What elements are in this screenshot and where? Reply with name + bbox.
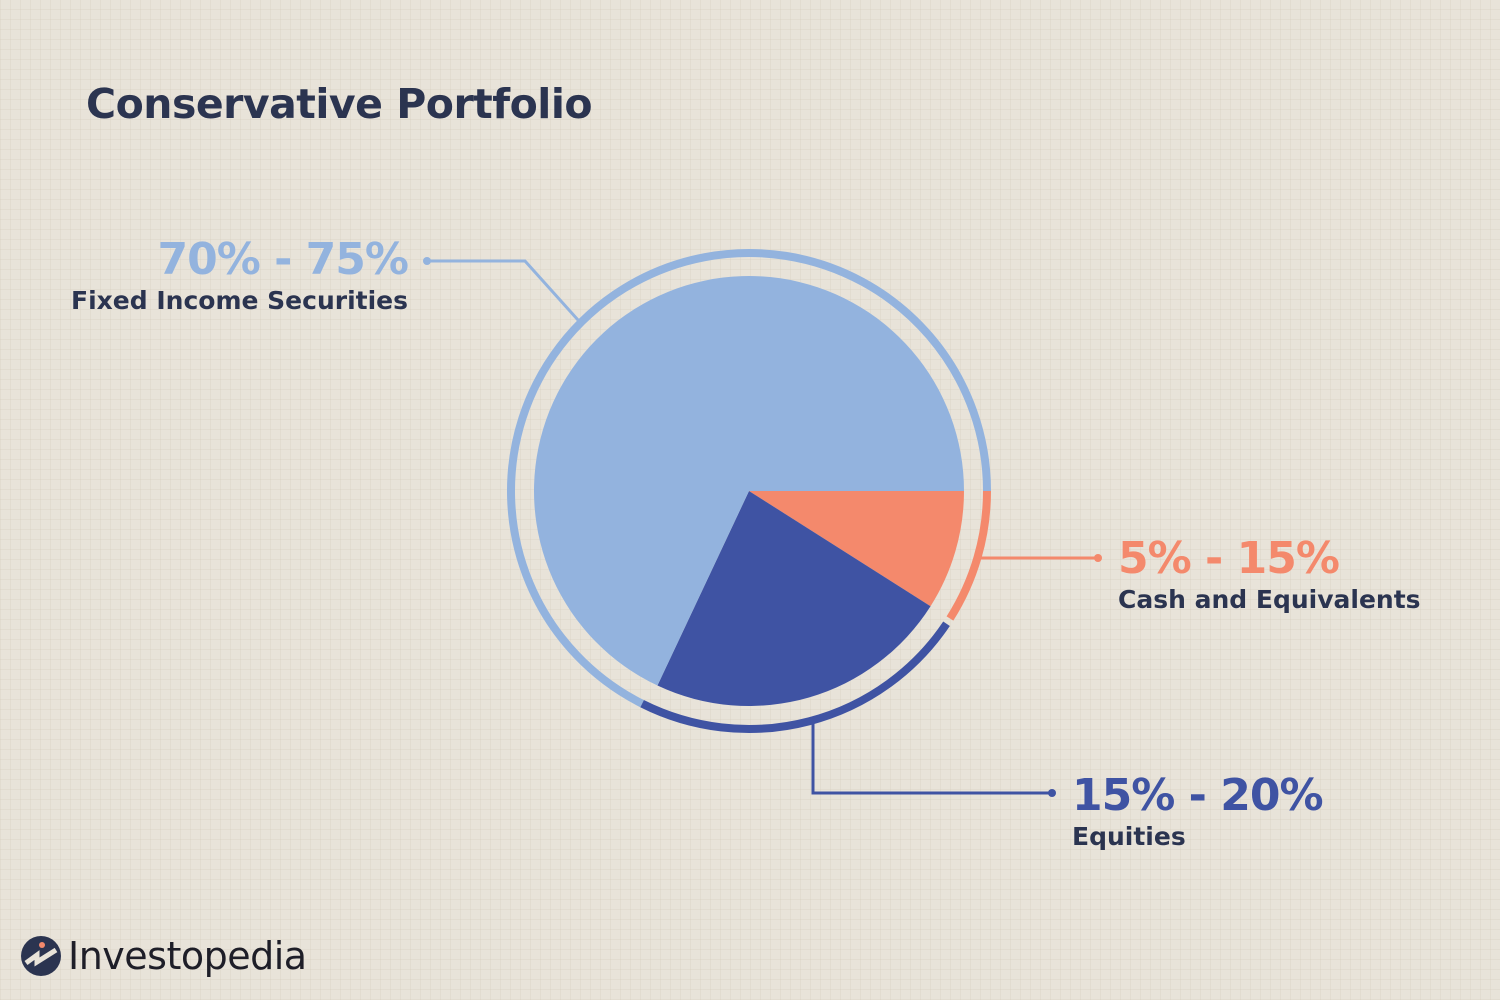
cash-range: 5% - 15% [1118, 533, 1340, 584]
leader-dot-cash [1094, 554, 1102, 562]
fixed-income-name: Fixed Income Securities [71, 286, 408, 315]
leader-dot-fixed-income [423, 257, 431, 265]
label-cash: 5% - 15% Cash and Equivalents [1118, 535, 1421, 617]
investopedia-logo-icon [21, 936, 61, 976]
leader-line-equities [811, 722, 1052, 795]
chart-title: Conservative Portfolio [86, 80, 593, 128]
fixed-income-range: 70% - 75% [157, 234, 409, 285]
pie-slice-equities [657, 491, 931, 706]
label-fixed-income: 70% - 75% Fixed Income Securities [71, 234, 409, 318]
ring-arc-fixed-income [507, 249, 991, 708]
label-equities: 15% - 20% Equities [1072, 770, 1324, 854]
pie-slice-cash [749, 491, 964, 607]
ring-arc-cash [946, 490, 991, 621]
equities-name: Equities [1072, 822, 1186, 851]
investopedia-logo: Investopedia [20, 934, 307, 978]
logo-text: Investopedia [68, 934, 307, 978]
cash-name: Cash and Equivalents [1118, 585, 1421, 614]
pie-slice-fixed-income [534, 276, 964, 686]
equities-range: 15% - 20% [1072, 770, 1324, 821]
leader-line-fixed-income [427, 259, 580, 322]
leader-dot-equities [1048, 789, 1056, 797]
ring-arc-equities [640, 621, 950, 733]
